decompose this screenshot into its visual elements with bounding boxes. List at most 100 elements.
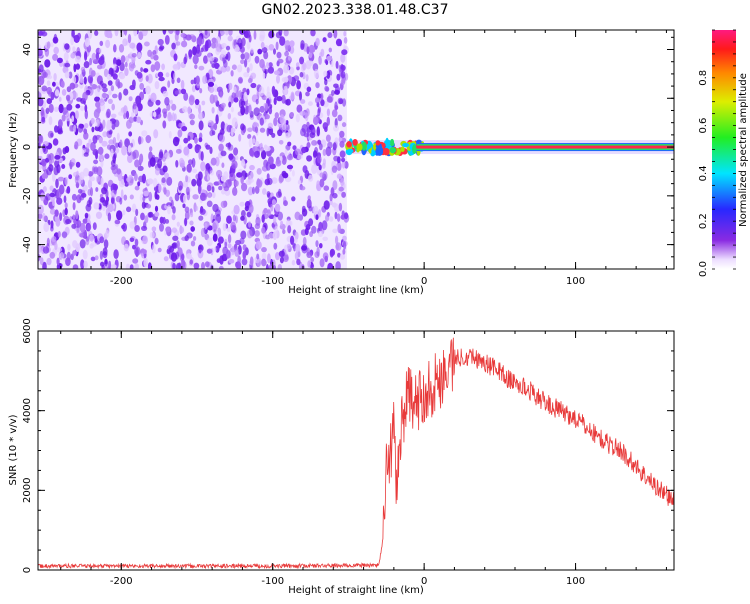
- noise-speckle-dot: [84, 51, 88, 61]
- noise-speckle-dot: [327, 262, 334, 269]
- noise-speckle-dot: [211, 186, 215, 193]
- noise-speckle-dot: [219, 30, 226, 36]
- noise-speckle-dot: [306, 251, 313, 258]
- noise-speckle-dot: [220, 128, 225, 136]
- noise-speckle-dot: [324, 59, 328, 64]
- noise-speckle-dot: [256, 178, 261, 188]
- spectrogram-frame: [37, 29, 675, 270]
- noise-speckle-dot: [97, 154, 104, 161]
- noise-speckle-dot: [320, 92, 324, 101]
- noise-speckle-dot: [212, 191, 216, 199]
- noise-speckle-dot: [283, 200, 288, 207]
- noise-speckle-dot: [306, 142, 311, 148]
- noise-speckle-dot: [172, 112, 175, 122]
- noise-speckle-dot: [53, 73, 57, 81]
- noise-speckle-dot: [279, 256, 284, 264]
- noise-speckle-dot: [247, 186, 254, 196]
- noise-speckle-dot: [291, 259, 296, 266]
- noise-speckle-dot: [50, 42, 54, 48]
- noise-speckle-dot: [145, 135, 152, 144]
- noise-speckle-dot: [56, 247, 63, 253]
- noise-speckle-dot: [133, 116, 138, 122]
- noise-speckle-dot: [323, 200, 330, 210]
- noise-speckle-dot: [325, 214, 330, 222]
- noise-speckle-dot: [52, 172, 56, 182]
- noise-speckle-dot: [64, 43, 70, 50]
- noise-speckle-dot: [52, 36, 59, 44]
- noise-speckle-dot: [70, 36, 74, 46]
- noise-speckle-dot: [116, 210, 123, 221]
- noise-speckle-dot: [69, 125, 73, 132]
- noise-speckle-dot: [243, 72, 250, 78]
- noise-speckle-dot: [340, 70, 346, 79]
- noise-speckle-dot: [83, 152, 89, 157]
- noise-speckle-dot: [57, 129, 64, 135]
- noise-speckle-dot: [120, 55, 126, 64]
- noise-speckle-dot: [80, 66, 86, 73]
- noise-speckle-dot: [171, 227, 178, 233]
- signal-onset-blob: [375, 146, 384, 156]
- noise-speckle-dot: [150, 64, 156, 73]
- noise-speckle-dot: [95, 119, 100, 128]
- noise-speckle-dot: [78, 232, 85, 238]
- noise-speckle-dot: [225, 45, 231, 51]
- noise-speckle-dot: [116, 168, 122, 175]
- noise-speckle-dot: [274, 203, 281, 212]
- noise-speckle-dot: [176, 240, 180, 249]
- noise-speckle-dot: [54, 106, 59, 113]
- noise-speckle-dot: [329, 216, 334, 222]
- noise-speckle-dot: [287, 141, 292, 147]
- noise-speckle-dot: [54, 160, 60, 168]
- noise-speckle-dot: [210, 157, 217, 166]
- noise-speckle-dot: [200, 227, 206, 238]
- noise-speckle-dot: [338, 202, 343, 212]
- signal-onset-blob: [346, 148, 354, 154]
- noise-speckle-dot: [193, 236, 197, 241]
- noise-speckle-dot: [167, 111, 173, 122]
- noise-speckle-dot: [220, 175, 227, 182]
- noise-speckle-dot: [260, 146, 264, 152]
- noise-speckle-dot: [65, 112, 71, 122]
- noise-speckle-dot: [188, 95, 195, 106]
- noise-speckle-dot: [92, 135, 98, 144]
- noise-speckle-dot: [73, 34, 80, 44]
- noise-speckle-dot: [189, 113, 196, 120]
- noise-speckle-dot: [189, 259, 193, 265]
- noise-speckle-dot: [80, 259, 85, 269]
- noise-speckle-dot: [69, 82, 76, 90]
- noise-speckle-dot: [332, 142, 337, 151]
- noise-speckle-dot: [99, 102, 106, 112]
- noise-speckle-dot: [206, 248, 213, 254]
- noise-speckle-dot: [282, 229, 286, 235]
- noise-speckle-dot: [83, 61, 90, 69]
- noise-speckle-dot: [112, 93, 118, 99]
- noise-speckle-dot: [331, 89, 335, 96]
- noise-speckle-dot: [244, 172, 248, 178]
- noise-speckle-dot: [38, 48, 43, 57]
- noise-speckle-dot: [52, 138, 59, 146]
- noise-speckle-dot: [205, 163, 211, 170]
- noise-speckle-dot: [307, 101, 313, 106]
- noise-speckle-dot: [259, 30, 266, 39]
- noise-speckle-dot: [183, 137, 189, 144]
- noise-speckle-dot: [163, 187, 167, 195]
- noise-speckle-dot: [213, 181, 220, 186]
- noise-speckle-dot: [182, 180, 189, 188]
- noise-speckle-dot: [79, 239, 86, 249]
- noise-speckle-dot: [63, 52, 69, 61]
- noise-speckle-dot: [333, 155, 339, 162]
- noise-speckle-dot: [110, 159, 116, 167]
- noise-speckle-dot: [41, 85, 48, 92]
- noise-speckle-dot: [90, 141, 96, 152]
- noise-speckle-dot: [232, 186, 238, 196]
- noise-speckle-dot: [145, 85, 151, 95]
- noise-speckle-dot: [340, 53, 346, 63]
- noise-speckle-dot: [313, 116, 319, 126]
- noise-speckle-dot: [343, 31, 347, 37]
- noise-speckle-dot: [64, 62, 71, 68]
- noise-speckle-dot: [53, 166, 59, 176]
- noise-speckle-dot: [309, 231, 313, 238]
- noise-speckle-dot: [225, 65, 231, 72]
- noise-speckle-dot: [181, 40, 188, 48]
- noise-speckle-dot: [154, 167, 160, 176]
